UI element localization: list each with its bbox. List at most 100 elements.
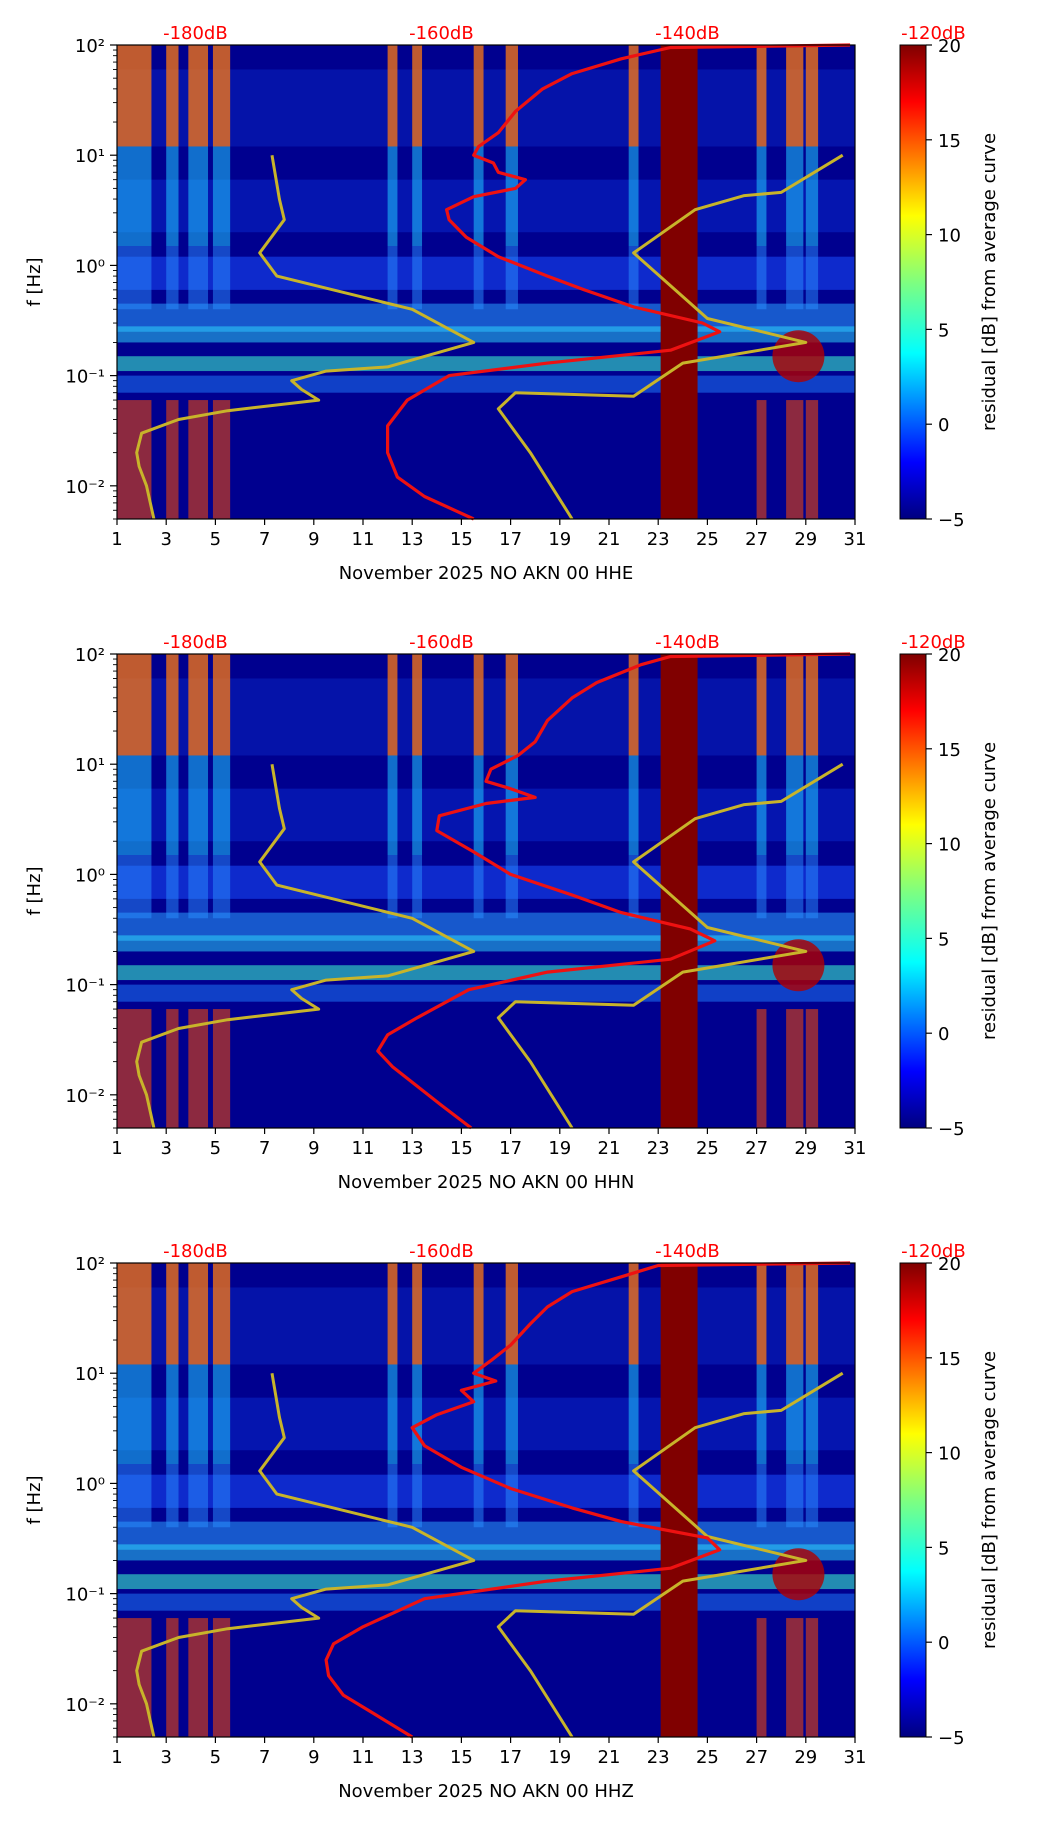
x-tick-label: 21 — [598, 1138, 621, 1159]
event-column-low — [117, 400, 152, 519]
x-tick-label: 13 — [401, 1747, 424, 1768]
event-column — [786, 1263, 804, 1365]
x-tick-label: 27 — [745, 1138, 768, 1159]
average-psd-curve — [386, 43, 851, 521]
colorbar-label: residual [dB] from average curve — [979, 742, 1000, 1040]
top-db-label: -180dB — [163, 23, 228, 44]
heatmap-band — [117, 865, 855, 899]
event-column — [473, 45, 484, 147]
y-tick-label: 10¹ — [75, 146, 105, 167]
event-column — [212, 654, 231, 756]
colorbar-label: residual [dB] from average curve — [979, 1351, 1000, 1649]
event-column — [628, 146, 639, 247]
top-db-label: -140dB — [655, 1241, 720, 1262]
event-column-low — [756, 400, 767, 519]
event-column — [756, 1464, 767, 1528]
x-tick-label: 17 — [499, 1138, 522, 1159]
heatmap-band — [117, 256, 855, 290]
event-column — [387, 246, 398, 310]
event-column — [412, 855, 423, 919]
x-tick-label: 5 — [210, 529, 221, 550]
event-column — [805, 855, 819, 919]
top-db-label: -120dB — [901, 1241, 966, 1262]
event-column — [117, 1464, 152, 1528]
colorbar-tick-label: 5 — [938, 320, 949, 341]
colorbar-tick-label: 10 — [938, 226, 961, 247]
colorbar-tick-label: −5 — [938, 510, 965, 531]
x-tick-label: 9 — [308, 529, 319, 550]
event-column — [628, 1364, 639, 1465]
chart-svg: 1 3 5 7 9 11 13 15 17 19 21 23 25 27 29 3110²10¹10⁰10⁻¹… — [24, 1241, 1000, 1802]
event-column — [786, 1464, 804, 1528]
event-column — [473, 1364, 484, 1465]
top-db-label: -180dB — [163, 1241, 228, 1262]
heatmap-band — [117, 788, 855, 842]
event-column — [117, 855, 152, 919]
event-column-low — [166, 1009, 179, 1128]
event-column — [212, 45, 231, 147]
x-tick-label: 29 — [794, 529, 817, 550]
event-column — [628, 855, 639, 919]
microseism-peak — [772, 939, 825, 992]
colorbar — [899, 653, 927, 1129]
colorbar-label: residual [dB] from average curve — [979, 133, 1000, 431]
event-column — [786, 1364, 804, 1465]
event-column — [387, 1364, 398, 1465]
event-column-low — [212, 400, 231, 519]
plot-frame — [116, 1262, 856, 1738]
chart-svg: 1 3 5 7 9 11 13 15 17 19 21 23 25 27 29 3110²10¹10⁰10⁻¹… — [24, 632, 1000, 1193]
event-column — [212, 1464, 231, 1528]
event-column — [473, 1263, 484, 1365]
x-tick-label: 19 — [548, 1138, 571, 1159]
event-column — [212, 1263, 231, 1365]
event-column-low — [805, 1009, 819, 1128]
heatmap-band — [117, 678, 855, 756]
plot-frame — [116, 653, 856, 1129]
x-tick-label: 27 — [745, 529, 768, 550]
x-tick-label: 5 — [210, 1138, 221, 1159]
event-column — [628, 45, 639, 147]
event-column — [805, 1464, 819, 1528]
event-column — [786, 654, 804, 756]
event-column — [505, 45, 518, 147]
heatmap-band — [117, 1287, 855, 1365]
y-tick-label: 10⁻² — [65, 477, 105, 498]
event-column — [188, 45, 209, 147]
event-column-low — [212, 1618, 231, 1737]
event-column — [188, 1263, 209, 1365]
event-column — [756, 146, 767, 247]
event-column-low — [166, 400, 179, 519]
event-column-low — [756, 1618, 767, 1737]
heatmap-band — [117, 179, 855, 233]
y-axis-label: f [Hz] — [24, 866, 45, 915]
y-tick-label: 10² — [75, 36, 105, 57]
panel-hhe: 1 3 5 7 9 11 13 15 17 19 21 23 25 27 29 31 10² 10¹ 10⁰ 10⁻¹… — [0, 0, 1052, 610]
x-tick-label: 5 — [210, 1747, 221, 1768]
noise-model-high-curve — [496, 1371, 844, 1738]
event-column — [756, 246, 767, 310]
event-column — [756, 855, 767, 919]
x-tick-label: 19 — [548, 529, 571, 550]
x-tick-label: 23 — [647, 1747, 670, 1768]
event-column — [387, 654, 398, 756]
event-column — [117, 654, 152, 756]
event-column — [505, 654, 518, 756]
noise-model-low-curve — [135, 154, 476, 520]
colorbar-tick-label: 10 — [938, 1444, 961, 1465]
x-tick-label: 15 — [450, 1138, 473, 1159]
event-column — [212, 146, 231, 247]
top-db-label: -160dB — [409, 632, 474, 653]
x-tick-label: 13 — [401, 1138, 424, 1159]
event-column — [117, 45, 152, 147]
event-column-low — [188, 400, 209, 519]
heatmap-band — [117, 1593, 855, 1611]
y-tick-label: 10⁻¹ — [65, 1585, 105, 1606]
y-tick-label: 10⁻¹ — [65, 976, 105, 997]
x-tick-label: 7 — [259, 1138, 270, 1159]
event-column — [805, 1263, 819, 1365]
event-column — [628, 1464, 639, 1528]
event-column — [786, 246, 804, 310]
panel-hhz: 1 3 5 7 9 11 13 15 17 19 21 23 25 27 29 31 10² 10¹ 10⁰ 10⁻¹… — [0, 1218, 1052, 1828]
x-tick-label: 13 — [401, 529, 424, 550]
x-tick-label: 27 — [745, 1747, 768, 1768]
